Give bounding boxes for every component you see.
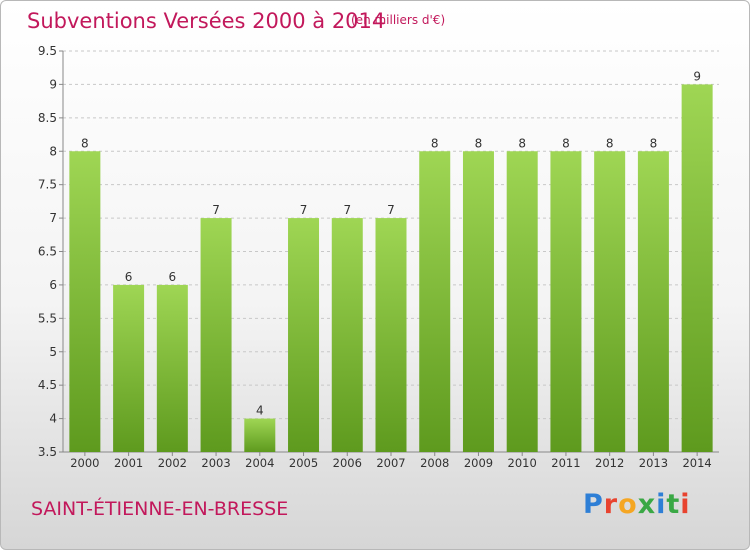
x-tick-label: 2003 xyxy=(201,456,230,470)
data-label: 7 xyxy=(343,203,351,217)
y-tick-label: 5.5 xyxy=(38,311,57,325)
data-label: 8 xyxy=(475,136,483,150)
data-label: 8 xyxy=(431,136,439,150)
logo-letter: t xyxy=(666,489,681,520)
proxiti-logo: Proxiti xyxy=(583,489,691,520)
x-tick-label: 2013 xyxy=(639,456,668,470)
y-tick-label: 9 xyxy=(49,77,57,91)
x-tick-label: 2005 xyxy=(289,456,318,470)
data-label: 6 xyxy=(169,270,177,284)
y-tick-label: 5 xyxy=(49,345,57,359)
bar xyxy=(462,151,494,452)
logo-letter: i xyxy=(680,489,691,520)
logo-letter: x xyxy=(637,489,657,520)
bar xyxy=(331,218,363,452)
bar xyxy=(506,151,538,452)
location-name: SAINT-ÉTIENNE-EN-BRESSE xyxy=(31,498,289,520)
bar xyxy=(200,218,232,452)
x-tick-label: 2000 xyxy=(70,456,99,470)
logo-letter: r xyxy=(603,489,619,520)
bar xyxy=(69,151,101,452)
y-tick-label: 6.5 xyxy=(38,245,57,259)
bar xyxy=(637,151,669,452)
data-label: 6 xyxy=(125,270,133,284)
data-label: 7 xyxy=(212,203,220,217)
bar xyxy=(419,151,451,452)
x-tick-label: 2014 xyxy=(682,456,711,470)
x-tick-label: 2010 xyxy=(508,456,537,470)
data-label: 8 xyxy=(518,136,526,150)
x-tick-label: 2012 xyxy=(595,456,624,470)
bar xyxy=(550,151,582,452)
logo-letter: o xyxy=(618,489,638,520)
logo-letter: i xyxy=(656,489,667,520)
x-tick-label: 2002 xyxy=(158,456,187,470)
chart-unit-note: (en milliers d'€) xyxy=(351,13,446,27)
y-tick-label: 9.5 xyxy=(38,44,57,58)
y-tick-label: 7 xyxy=(49,211,57,225)
y-tick-label: 7.5 xyxy=(38,178,57,192)
data-label: 4 xyxy=(256,404,264,418)
bar xyxy=(113,284,145,452)
bar xyxy=(375,218,407,452)
data-label: 8 xyxy=(81,136,89,150)
data-label: 7 xyxy=(300,203,308,217)
bar xyxy=(244,418,276,452)
y-tick-label: 6 xyxy=(49,278,57,292)
bar xyxy=(594,151,626,452)
x-tick-label: 2004 xyxy=(245,456,274,470)
data-label: 8 xyxy=(562,136,570,150)
y-tick-label: 8 xyxy=(49,144,57,158)
bar xyxy=(681,84,713,453)
bar xyxy=(156,284,188,452)
x-tick-label: 2006 xyxy=(333,456,362,470)
y-tick-label: 3.5 xyxy=(38,445,57,459)
x-tick-label: 2011 xyxy=(551,456,580,470)
x-tick-label: 2007 xyxy=(376,456,405,470)
y-tick-label: 8.5 xyxy=(38,111,57,125)
data-label: 8 xyxy=(650,136,658,150)
x-tick-label: 2008 xyxy=(420,456,449,470)
data-label: 8 xyxy=(606,136,614,150)
data-label: 7 xyxy=(387,203,395,217)
y-tick-label: 4 xyxy=(49,412,57,426)
logo-letter: P xyxy=(583,489,604,520)
x-tick-label: 2001 xyxy=(114,456,143,470)
y-tick-label: 4.5 xyxy=(38,378,57,392)
data-label: 9 xyxy=(693,69,701,83)
bar xyxy=(288,218,320,452)
x-tick-label: 2009 xyxy=(464,456,493,470)
chart-title: Subventions Versées 2000 à 2014 xyxy=(27,9,386,33)
